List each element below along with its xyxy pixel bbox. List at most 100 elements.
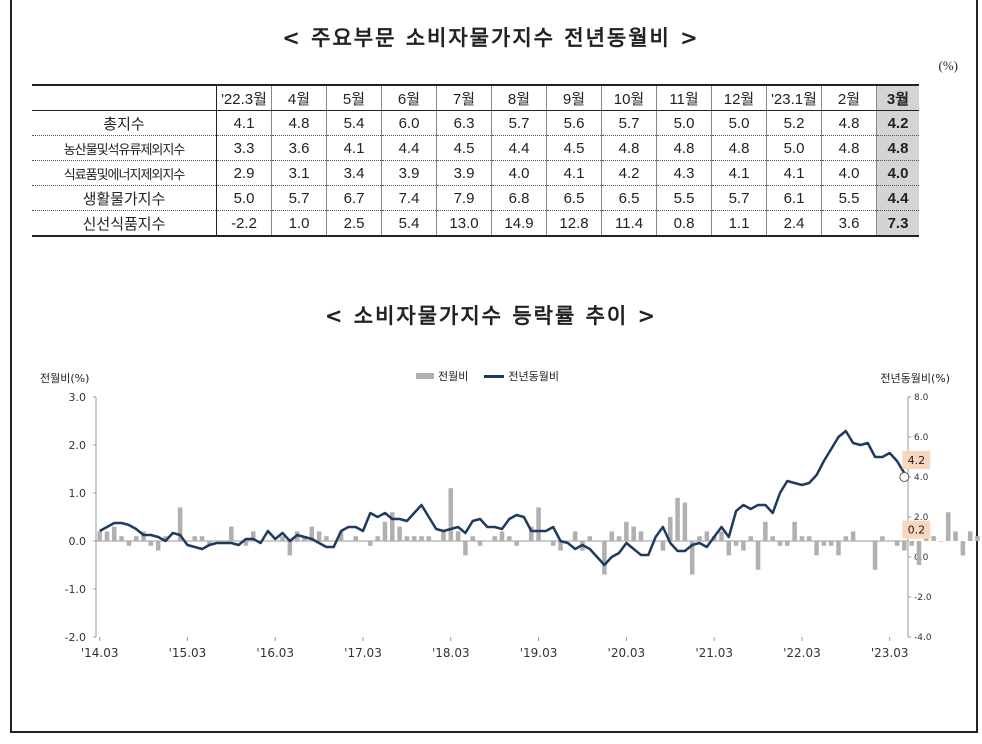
table-cell: 3.1 <box>271 160 327 186</box>
table-cell: 4.0 <box>491 160 547 186</box>
table-cell: 5.5 <box>656 185 712 211</box>
table-cell: 7.9 <box>436 185 492 211</box>
col-header: 7월 <box>436 84 492 111</box>
table-cell: 13.0 <box>436 210 492 237</box>
row-label: 신선식품지수 <box>32 210 217 237</box>
legend-bar-swatch <box>416 373 434 379</box>
table-cell: 2.5 <box>326 210 382 237</box>
y-right-label: 전년동월비(%) <box>880 372 950 385</box>
table-row: 총지수 4.1 4.8 5.4 6.0 6.3 5.7 5.6 5.7 5.0 5.0 5.2 4.8 4… <box>32 110 919 136</box>
row-label: 총지수 <box>32 110 217 136</box>
legend-item-bar: 전월비 <box>416 368 468 384</box>
table-row: 신선식품지수 -2.2 1.0 2.5 5.4 13.0 14.9 12.8 11.4 0.8 1.… <box>32 210 919 237</box>
table-cell: 5.4 <box>381 210 437 237</box>
table-cell: 5.7 <box>491 110 547 136</box>
table-cell: 4.1 <box>711 160 767 186</box>
legend-line-swatch <box>484 374 505 378</box>
col-header: 11월 <box>656 84 712 111</box>
legend-bar-label: 전월비 <box>438 370 469 383</box>
table-cell-current: 4.2 <box>876 110 919 136</box>
unit-label: (%) <box>938 58 959 73</box>
table-cell: 2.4 <box>766 210 822 237</box>
chart-legend: 전월비 전년동월비 <box>416 368 559 384</box>
table-cell: 4.1 <box>766 160 822 186</box>
table-cell: 5.2 <box>766 110 822 136</box>
table-cell: 5.4 <box>326 110 382 136</box>
table-cell: 5.7 <box>711 185 767 211</box>
col-header: '22.3월 <box>216 84 272 111</box>
table-cell: 11.4 <box>601 210 657 237</box>
table-cell: 6.3 <box>436 110 492 136</box>
table-header-row: '22.3월 4월 5월 6월 7월 8월 9월 10월 11월 12월 '23… <box>32 84 919 111</box>
table-cell: -2.2 <box>216 210 272 237</box>
table-cell: 3.6 <box>271 135 327 161</box>
table-cell: 7.4 <box>381 185 437 211</box>
table-cell: 4.0 <box>821 160 877 186</box>
legend-item-line: 전년동월비 <box>484 368 559 384</box>
table-cell: 4.5 <box>546 135 602 161</box>
table-cell: 1.0 <box>271 210 327 237</box>
table-cell: 4.1 <box>326 135 382 161</box>
table-cell: 4.8 <box>711 135 767 161</box>
table-cell: 3.4 <box>326 160 382 186</box>
table-cell: 5.7 <box>271 185 327 211</box>
table-cell: 3.3 <box>216 135 272 161</box>
table-cell: 5.0 <box>656 110 712 136</box>
table-cell: 4.2 <box>601 160 657 186</box>
table-cell-current: 7.3 <box>876 210 919 237</box>
table-cell: 5.0 <box>766 135 822 161</box>
table-cell: 6.5 <box>546 185 602 211</box>
col-header: 9월 <box>546 84 602 111</box>
table-cell: 2.9 <box>216 160 272 186</box>
table-title: < 주요부문 소비자물가지수 전년동월비 > <box>282 26 700 50</box>
header-corner <box>32 84 217 111</box>
table-cell: 6.5 <box>601 185 657 211</box>
row-label: 생활물가지수 <box>32 185 217 211</box>
cpi-table: '22.3월 4월 5월 6월 7월 8월 9월 10월 11월 12월 '23… <box>32 84 919 237</box>
table-cell: 12.8 <box>546 210 602 237</box>
col-header: '23.1월 <box>766 84 822 111</box>
col-header: 4월 <box>271 84 327 111</box>
table-cell: 5.0 <box>216 185 272 211</box>
table-cell: 3.6 <box>821 210 877 237</box>
table-cell: 4.8 <box>821 110 877 136</box>
table-cell: 6.0 <box>381 110 437 136</box>
col-header: 2월 <box>821 84 877 111</box>
col-header: 5월 <box>326 84 382 111</box>
table-cell: 6.8 <box>491 185 547 211</box>
table-cell: 4.5 <box>436 135 492 161</box>
y-left-label: 전월비(%) <box>40 372 90 385</box>
table-cell-current: 4.0 <box>876 160 919 186</box>
table-cell: 4.3 <box>656 160 712 186</box>
table-cell: 4.4 <box>381 135 437 161</box>
table-cell: 3.9 <box>381 160 437 186</box>
table-cell: 1.1 <box>711 210 767 237</box>
col-header: 12월 <box>711 84 767 111</box>
col-header: 6월 <box>381 84 437 111</box>
table-row: 생활물가지수 5.0 5.7 6.7 7.4 7.9 6.8 6.5 6.5 5.5 5.7 6.1 5… <box>32 185 919 211</box>
table-cell: 4.8 <box>656 135 712 161</box>
row-label: 식료품및에너지제외지수 <box>32 160 217 186</box>
table-cell: 6.1 <box>766 185 822 211</box>
table-cell: 4.8 <box>821 135 877 161</box>
table-row: 농산물및석유류제외지수 3.3 3.6 4.1 4.4 4.5 4.4 4.5 4.8 4.8 4.… <box>32 135 919 161</box>
col-header: 10월 <box>601 84 657 111</box>
table-cell-current: 4.8 <box>876 135 919 161</box>
table-cell: 0.8 <box>656 210 712 237</box>
table-cell: 5.7 <box>601 110 657 136</box>
table-cell: 3.9 <box>436 160 492 186</box>
table-cell: 4.4 <box>491 135 547 161</box>
table-cell: 5.0 <box>711 110 767 136</box>
table-row: 식료품및에너지제외지수 2.9 3.1 3.4 3.9 3.9 4.0 4.1 4.2 4.3 4.… <box>32 160 919 186</box>
chart-title: < 소비자물가지수 등락률 추이 > <box>324 304 658 328</box>
table-cell: 6.7 <box>326 185 382 211</box>
legend-line-label: 전년동월비 <box>508 370 559 383</box>
table-cell: 4.1 <box>546 160 602 186</box>
table-cell: 5.5 <box>821 185 877 211</box>
col-header-current: 3월 <box>876 84 919 111</box>
table-cell: 5.6 <box>546 110 602 136</box>
table-cell: 14.9 <box>491 210 547 237</box>
table-cell: 4.8 <box>601 135 657 161</box>
table-cell: 4.1 <box>216 110 272 136</box>
table-cell-current: 4.4 <box>876 185 919 211</box>
